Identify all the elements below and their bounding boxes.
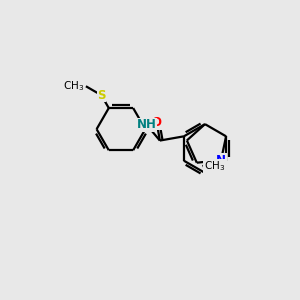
Text: CH$_3$: CH$_3$ xyxy=(63,80,84,93)
Text: N: N xyxy=(216,154,226,167)
Text: NH: NH xyxy=(136,118,157,131)
Text: S: S xyxy=(97,89,106,102)
Text: CH$_3$: CH$_3$ xyxy=(204,159,225,173)
Text: O: O xyxy=(152,116,162,129)
